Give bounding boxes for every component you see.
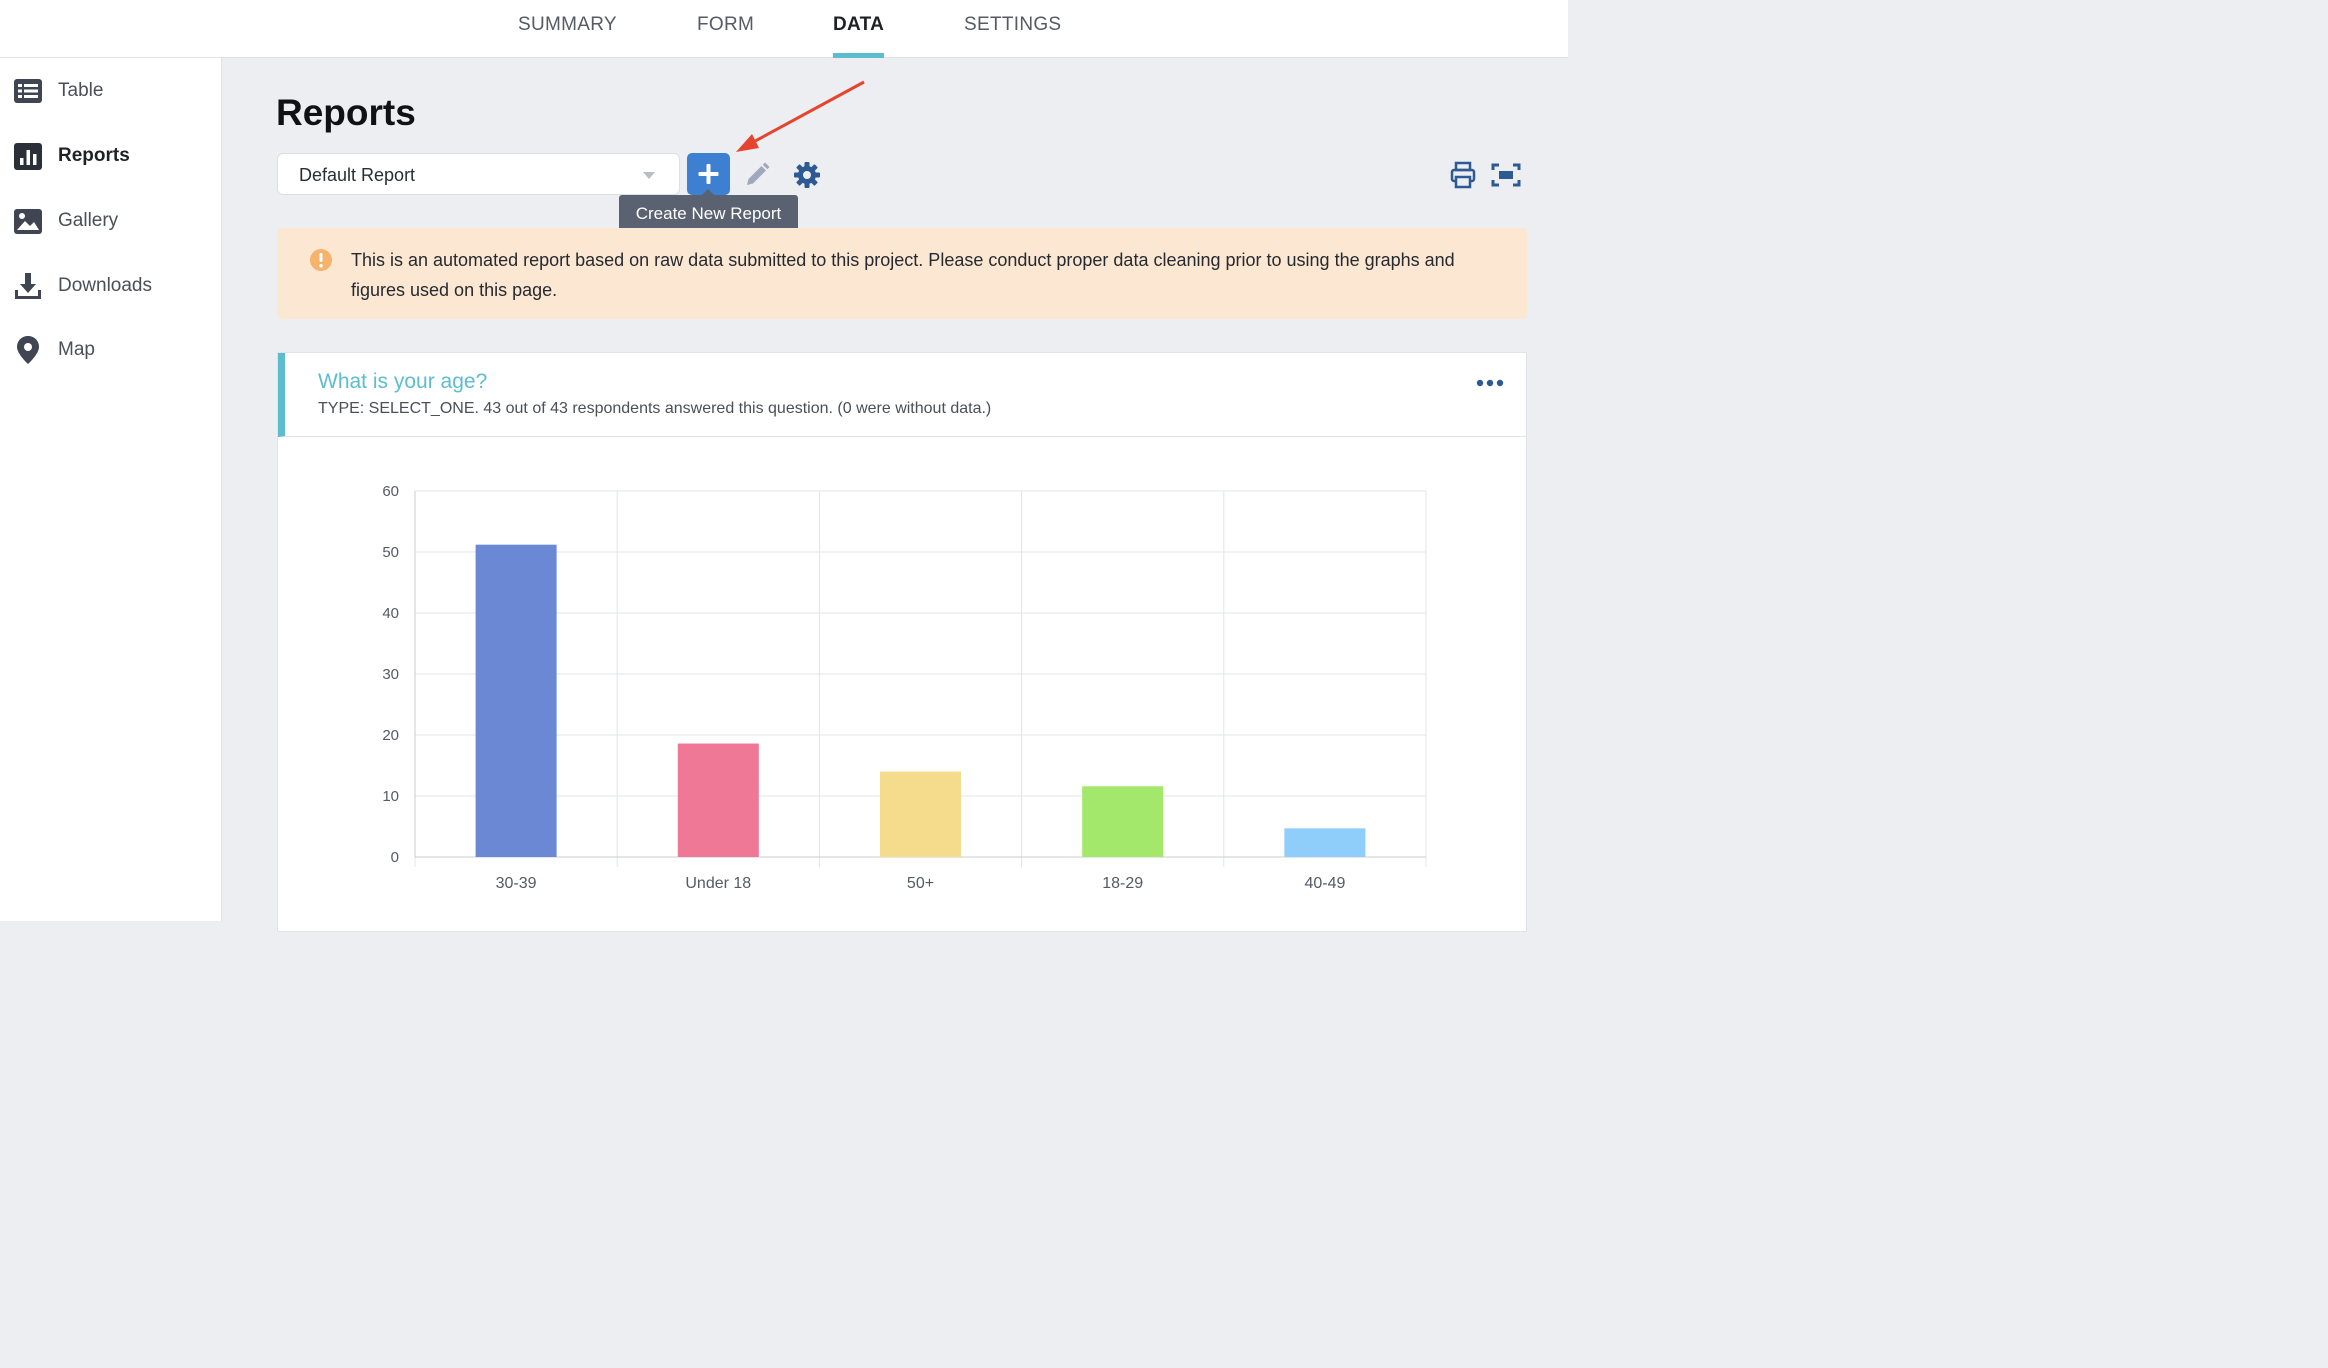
tab-data[interactable]: DATA (833, 14, 885, 58)
y-tick-label: 30 (382, 666, 399, 683)
more-icon (1476, 379, 1504, 387)
edit-report-button[interactable] (742, 160, 772, 190)
y-tick-label: 40 (382, 605, 399, 622)
alert-text: This is an automated report based on raw… (351, 250, 1455, 300)
sidebar-item-label: Downloads (58, 275, 152, 296)
sidebar-item-gallery[interactable]: Gallery (0, 196, 221, 246)
top-navigation: SUMMARY FORM DATA SETTINGS (0, 0, 1568, 58)
bar-18-29 (1082, 786, 1164, 857)
create-report-button[interactable] (687, 153, 730, 195)
question-header: What is your age? TYPE: SELECT_ONE. 43 o… (278, 353, 1526, 437)
printer-icon (1450, 161, 1476, 189)
chevron-down-icon (643, 172, 655, 179)
table-icon (14, 79, 42, 103)
bar-chart-icon (14, 143, 42, 170)
sidebar-item-table[interactable]: Table (0, 66, 221, 116)
report-select-value: Default Report (299, 165, 416, 185)
y-tick-label: 10 (382, 788, 399, 805)
print-button[interactable] (1448, 160, 1478, 190)
sidebar-item-label: Map (58, 339, 95, 360)
sidebar-item-reports[interactable]: Reports (0, 131, 221, 181)
download-icon (15, 273, 41, 299)
bar-50- (880, 771, 961, 857)
gear-icon (794, 162, 820, 188)
report-select[interactable]: Default Report (277, 153, 680, 195)
more-options-button[interactable] (1475, 373, 1505, 393)
page-title: Reports (276, 92, 416, 133)
x-tick-label: Under 18 (685, 875, 751, 892)
sidebar-item-label: Table (58, 80, 104, 101)
tab-summary[interactable]: SUMMARY (518, 14, 617, 35)
age-bar-chart: 0 10 20 30 40 50 60 30-39 Under 18 50+ 18-29 40-49 (382, 483, 1427, 892)
tab-settings[interactable]: SETTINGS (964, 14, 1062, 35)
sidebar-item-label: Reports (58, 145, 130, 166)
x-tick-label: 18-29 (1102, 875, 1143, 892)
bar-40-49 (1284, 828, 1366, 857)
create-report-tooltip: Create New Report (619, 189, 798, 233)
question-subtitle: TYPE: SELECT_ONE. 43 out of 43 responden… (318, 400, 992, 417)
pencil-icon (747, 162, 770, 185)
sidebar-item-map[interactable]: Map (0, 325, 221, 375)
question-report-card: What is your age? TYPE: SELECT_ONE. 43 o… (277, 352, 1527, 932)
y-tick-label: 60 (382, 483, 399, 500)
bar-30-39 (475, 544, 557, 857)
y-tick-label: 0 (391, 849, 399, 866)
fullscreen-icon (1491, 163, 1521, 187)
report-settings-button[interactable] (792, 160, 822, 190)
tab-form[interactable]: FORM (697, 14, 755, 35)
question-title: What is your age? (318, 370, 488, 393)
annotation-arrow-icon (736, 80, 865, 152)
y-tick-label: 50 (382, 544, 399, 561)
y-tick-label: 20 (382, 727, 399, 744)
warning-icon (310, 249, 332, 271)
sidebar-item-label: Gallery (58, 210, 119, 231)
sidebar: Table Reports Gallery Downloads Map (0, 58, 222, 921)
fullscreen-button[interactable] (1490, 160, 1522, 190)
x-tick-label: 40-49 (1304, 875, 1345, 892)
x-tick-label: 30-39 (496, 875, 537, 892)
x-tick-label: 50+ (907, 875, 934, 892)
bar-under-18 (677, 743, 759, 857)
map-pin-icon (17, 336, 39, 364)
image-icon (14, 209, 42, 234)
plus-icon (698, 164, 719, 184)
warning-alert: This is an automated report based on raw… (277, 228, 1527, 319)
sidebar-item-downloads[interactable]: Downloads (0, 261, 221, 311)
